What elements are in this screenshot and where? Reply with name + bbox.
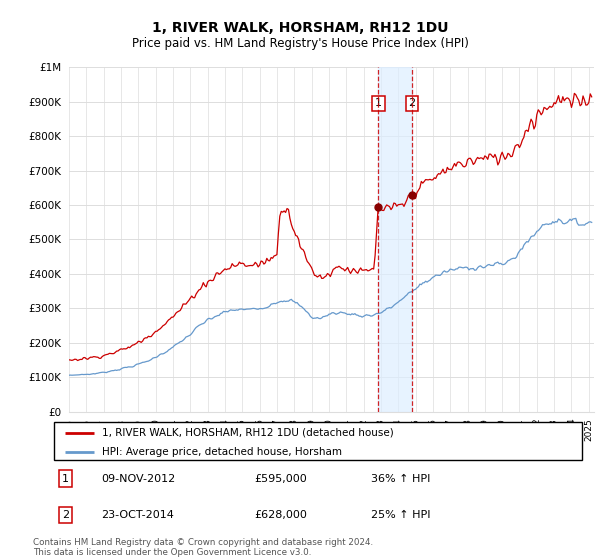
Text: 36% ↑ HPI: 36% ↑ HPI	[371, 474, 430, 484]
Text: 1: 1	[62, 474, 69, 484]
Bar	[379, 67, 412, 412]
Text: 1, RIVER WALK, HORSHAM, RH12 1DU (detached house): 1, RIVER WALK, HORSHAM, RH12 1DU (detach…	[101, 427, 393, 437]
Text: 2: 2	[409, 99, 415, 109]
Text: 25% ↑ HPI: 25% ↑ HPI	[371, 510, 430, 520]
Text: £628,000: £628,000	[254, 510, 308, 520]
FancyBboxPatch shape	[54, 422, 582, 460]
Text: HPI: Average price, detached house, Horsham: HPI: Average price, detached house, Hors…	[101, 447, 341, 457]
Text: 1: 1	[375, 99, 382, 109]
Text: 09-NOV-2012: 09-NOV-2012	[101, 474, 176, 484]
Text: £595,000: £595,000	[254, 474, 307, 484]
Text: Price paid vs. HM Land Registry's House Price Index (HPI): Price paid vs. HM Land Registry's House …	[131, 37, 469, 50]
Text: Contains HM Land Registry data © Crown copyright and database right 2024.
This d: Contains HM Land Registry data © Crown c…	[33, 538, 373, 557]
Text: 1, RIVER WALK, HORSHAM, RH12 1DU: 1, RIVER WALK, HORSHAM, RH12 1DU	[152, 21, 448, 35]
Text: 23-OCT-2014: 23-OCT-2014	[101, 510, 175, 520]
Text: 2: 2	[62, 510, 69, 520]
